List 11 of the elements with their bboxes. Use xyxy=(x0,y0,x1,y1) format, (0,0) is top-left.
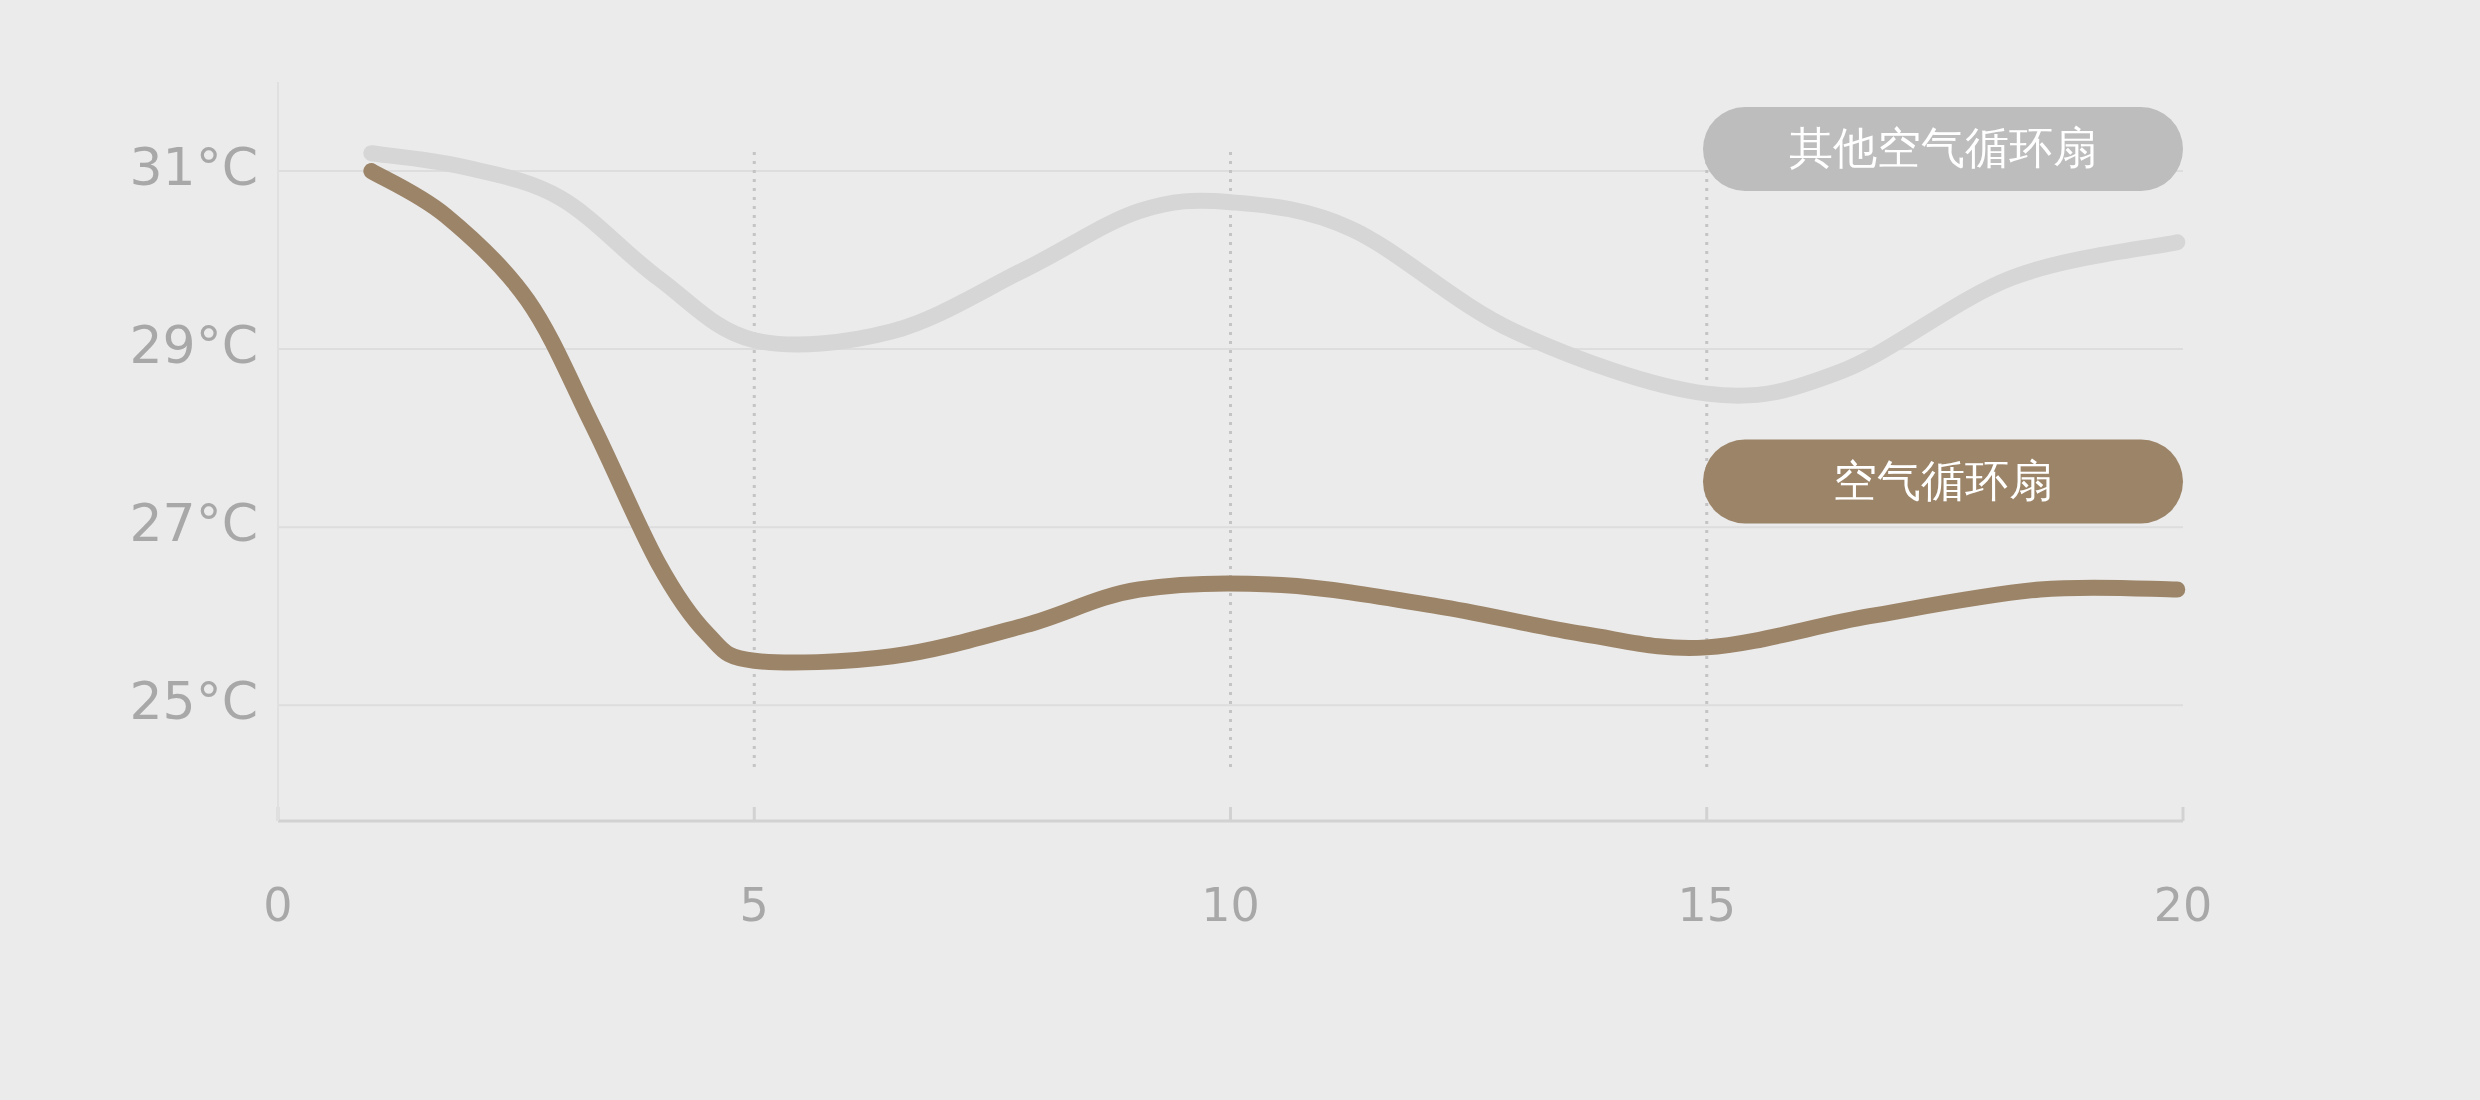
series-label: 其他空气循环扇 xyxy=(1789,122,2097,173)
series-label: 空气循环扇 xyxy=(1833,454,2053,506)
x-tick-label: 10 xyxy=(1201,878,1260,932)
x-tick-label: 15 xyxy=(1677,878,1737,932)
x-tick-label: 20 xyxy=(2153,878,2213,932)
y-tick-label: 27°C xyxy=(129,493,258,554)
x-tick-label: 5 xyxy=(739,878,769,932)
y-tick-label: 31°C xyxy=(129,137,258,198)
y-tick-label: 25°C xyxy=(129,671,258,732)
x-tick-label: 0 xyxy=(263,878,293,932)
y-tick-label: 29°C xyxy=(129,315,258,376)
